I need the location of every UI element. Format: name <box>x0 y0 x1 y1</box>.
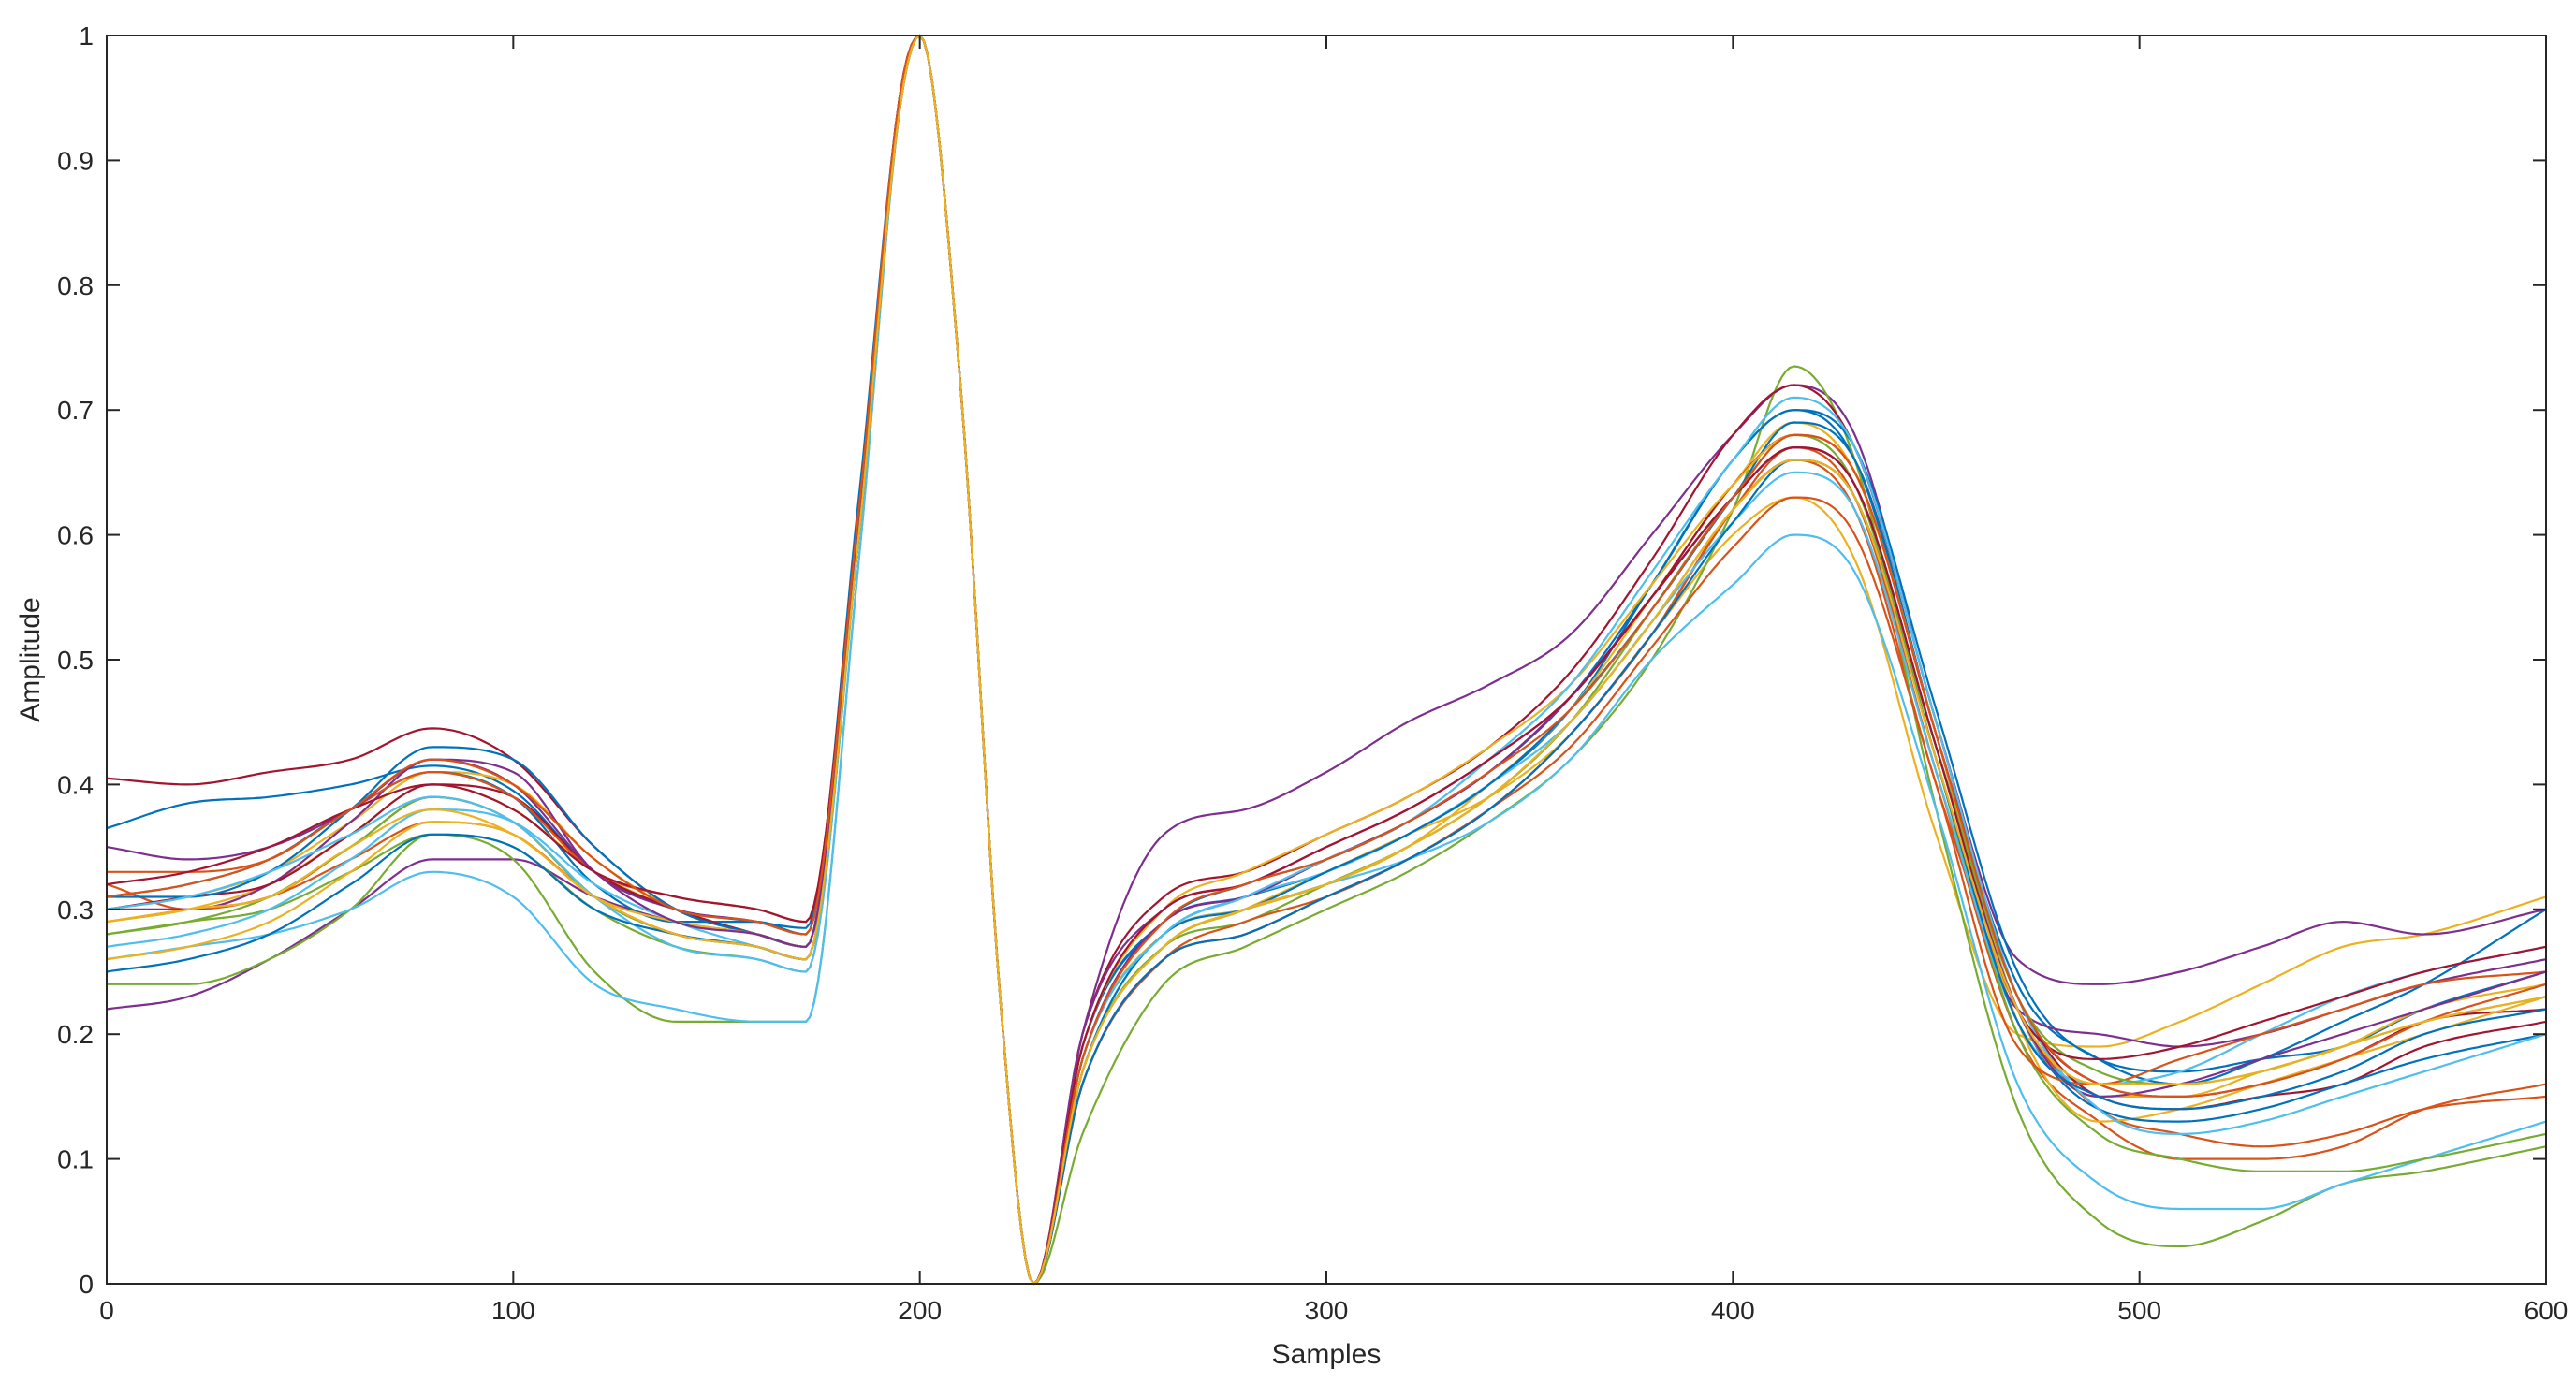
y-tick-label: 0 <box>79 1270 94 1299</box>
y-tick-label: 0.9 <box>57 146 94 175</box>
y-tick-label: 0.4 <box>57 770 94 799</box>
y-tick-label: 0.5 <box>57 646 94 675</box>
y-tick-label: 0.6 <box>57 521 94 550</box>
x-axis-title: Samples <box>1272 1339 1382 1370</box>
series-group <box>105 34 2548 1286</box>
x-tick-label: 500 <box>2117 1296 2161 1325</box>
series-line-15 <box>105 34 2548 1286</box>
y-tick-label: 0.7 <box>57 396 94 425</box>
x-tick-label: 0 <box>99 1296 114 1325</box>
tick-group: 0 100 200 300 400 500 600 0 0.1 0.2 0.3 0.4 0.5 0.6 0.… <box>57 22 2568 1325</box>
y-tick-label: 0.8 <box>57 271 94 300</box>
y-tick-label: 1 <box>79 22 94 51</box>
y-tick-label: 0.2 <box>57 1020 94 1049</box>
series-line-5 <box>105 34 2548 1286</box>
y-tick-label: 0.1 <box>57 1145 94 1174</box>
y-tick-label: 0.3 <box>57 895 94 924</box>
series-line-23 <box>105 34 2548 1286</box>
x-tick-label: 600 <box>2525 1296 2569 1325</box>
x-tick-label: 400 <box>1711 1296 1755 1325</box>
y-axis-title: Amplitude <box>15 597 46 721</box>
series-line-24 <box>105 34 2548 1286</box>
x-tick-label: 300 <box>1305 1296 1349 1325</box>
series-line-22 <box>105 34 2548 1286</box>
x-tick-label: 200 <box>898 1296 942 1325</box>
series-line-21 <box>105 34 2548 1286</box>
x-tick-label: 100 <box>491 1296 535 1325</box>
